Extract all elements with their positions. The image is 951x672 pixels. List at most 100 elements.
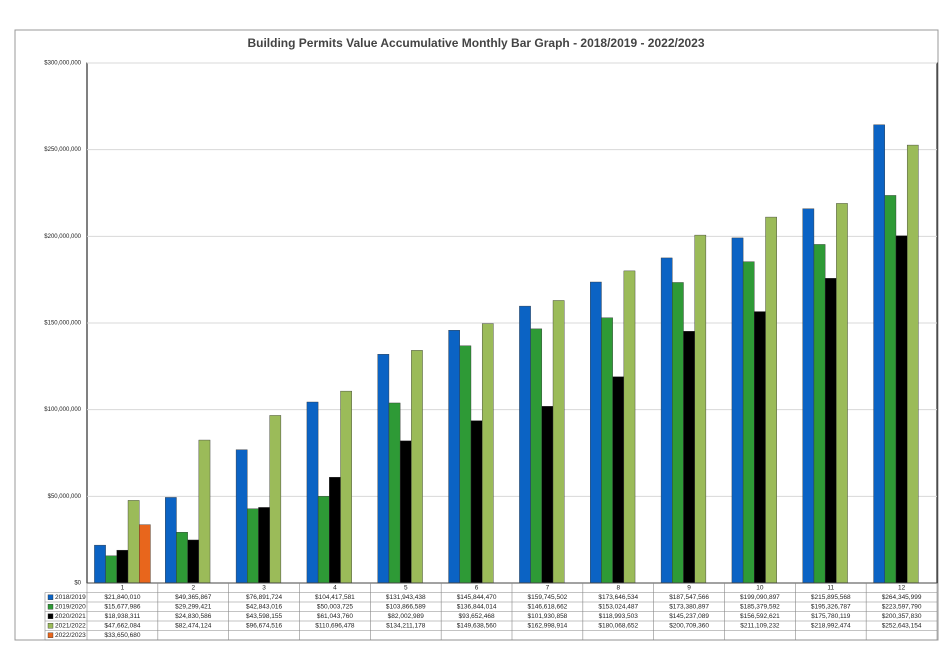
x-tick-label: 8 xyxy=(616,584,620,591)
x-tick-label: 9 xyxy=(687,584,691,591)
table-value: $173,646,534 xyxy=(598,594,638,601)
chart-title: Building Permits Value Accumulative Mont… xyxy=(247,36,704,50)
bar xyxy=(612,376,625,584)
y-tick-label: $100,000,000 xyxy=(44,407,81,413)
x-tick-label: 10 xyxy=(756,584,764,591)
table-value: $131,943,438 xyxy=(386,594,426,601)
bar xyxy=(683,331,695,584)
bar xyxy=(765,216,777,584)
table-value: $96,674,516 xyxy=(246,622,283,629)
legend-label: 2018/2019 xyxy=(55,594,86,601)
bar xyxy=(198,439,211,584)
bar xyxy=(317,496,330,584)
bar xyxy=(176,532,188,584)
bar xyxy=(247,508,259,584)
table-value: $42,843,016 xyxy=(246,603,283,610)
bar xyxy=(116,549,129,584)
bar xyxy=(552,300,565,584)
x-tick-label: 4 xyxy=(333,584,337,591)
table-value: $175,780,119 xyxy=(811,613,851,620)
bar xyxy=(590,281,602,584)
bar xyxy=(802,208,815,584)
bar xyxy=(623,270,636,584)
bar xyxy=(601,317,613,584)
table-value: $223,597,790 xyxy=(882,603,922,610)
bar xyxy=(754,311,766,584)
table-value: $103,866,589 xyxy=(386,603,426,610)
bar xyxy=(481,323,494,584)
legend-swatch xyxy=(47,604,54,610)
table-value: $162,998,914 xyxy=(528,622,568,629)
bar xyxy=(411,350,423,584)
table-value: $134,211,178 xyxy=(386,622,426,629)
table-value: $82,002,989 xyxy=(388,613,425,620)
table-value: $93,652,468 xyxy=(459,613,496,620)
bar xyxy=(235,449,248,584)
bar xyxy=(541,406,554,584)
bar xyxy=(731,237,744,584)
bar xyxy=(906,144,919,584)
table-value: $29,299,421 xyxy=(175,603,212,610)
x-tick-label: 7 xyxy=(546,584,550,591)
table-value: $18,938,311 xyxy=(105,613,141,620)
table-value: $218,992,474 xyxy=(811,622,851,629)
table-value: $49,365,867 xyxy=(175,594,212,601)
x-tick-label: 12 xyxy=(898,584,906,591)
x-tick-label: 2 xyxy=(191,584,195,591)
y-tick-label: $50,000,000 xyxy=(48,494,82,500)
bar xyxy=(377,354,390,584)
table-value: $110,696,478 xyxy=(315,622,355,629)
table-value: $118,993,503 xyxy=(599,613,639,620)
x-tick-label: 3 xyxy=(262,584,266,591)
bar xyxy=(660,257,673,584)
table-value: $50,003,725 xyxy=(317,603,354,610)
table-value: $200,357,830 xyxy=(882,613,922,620)
legend-swatch xyxy=(47,594,54,600)
y-tick-label: $200,000,000 xyxy=(44,234,81,240)
table-value: $21,840,010 xyxy=(104,594,141,601)
legend-swatch xyxy=(47,623,54,629)
table-value: $252,643,154 xyxy=(882,622,922,629)
bar xyxy=(139,524,151,584)
bar xyxy=(388,402,401,584)
bar xyxy=(165,497,177,584)
y-tick-label: $0 xyxy=(74,581,81,587)
table-value: $82,474,124 xyxy=(175,622,212,629)
table-value: $101,930,858 xyxy=(528,613,568,620)
bar xyxy=(187,539,200,584)
table-value: $185,379,592 xyxy=(740,603,780,610)
table-value: $187,547,566 xyxy=(669,594,709,601)
y-tick-label: $150,000,000 xyxy=(44,321,81,327)
table-value: $145,237,089 xyxy=(669,613,709,620)
legend-swatch xyxy=(47,613,54,619)
bar xyxy=(94,544,106,584)
bar xyxy=(694,234,707,584)
table-value: $33,650,680 xyxy=(104,632,141,639)
table-value: $199,090,897 xyxy=(740,594,780,601)
table-value: $173,380,897 xyxy=(669,603,709,610)
x-tick-label: 11 xyxy=(827,584,834,591)
table-value: $146,618,662 xyxy=(528,603,568,610)
bar xyxy=(127,500,140,584)
legend-label: 2021/2022 xyxy=(55,622,86,629)
table-value: $195,326,787 xyxy=(811,603,851,610)
bar xyxy=(448,330,460,584)
bar xyxy=(884,195,897,584)
table-value: $43,598,155 xyxy=(246,613,283,620)
bar xyxy=(824,278,837,584)
y-tick-label: $250,000,000 xyxy=(44,147,81,153)
table-value: $145,844,470 xyxy=(457,594,497,601)
table-value: $200,709,360 xyxy=(669,622,709,629)
bar xyxy=(813,244,826,584)
table-value: $264,345,999 xyxy=(882,594,922,601)
bar xyxy=(306,401,319,584)
table-value: $47,662,084 xyxy=(104,622,141,629)
table-value: $149,638,560 xyxy=(457,622,497,629)
legend-label: 2022/2023 xyxy=(55,632,86,639)
bar xyxy=(672,282,684,584)
bar xyxy=(329,476,341,584)
bar xyxy=(742,261,755,584)
table-value: $61,043,760 xyxy=(317,613,354,620)
bar xyxy=(258,507,270,584)
